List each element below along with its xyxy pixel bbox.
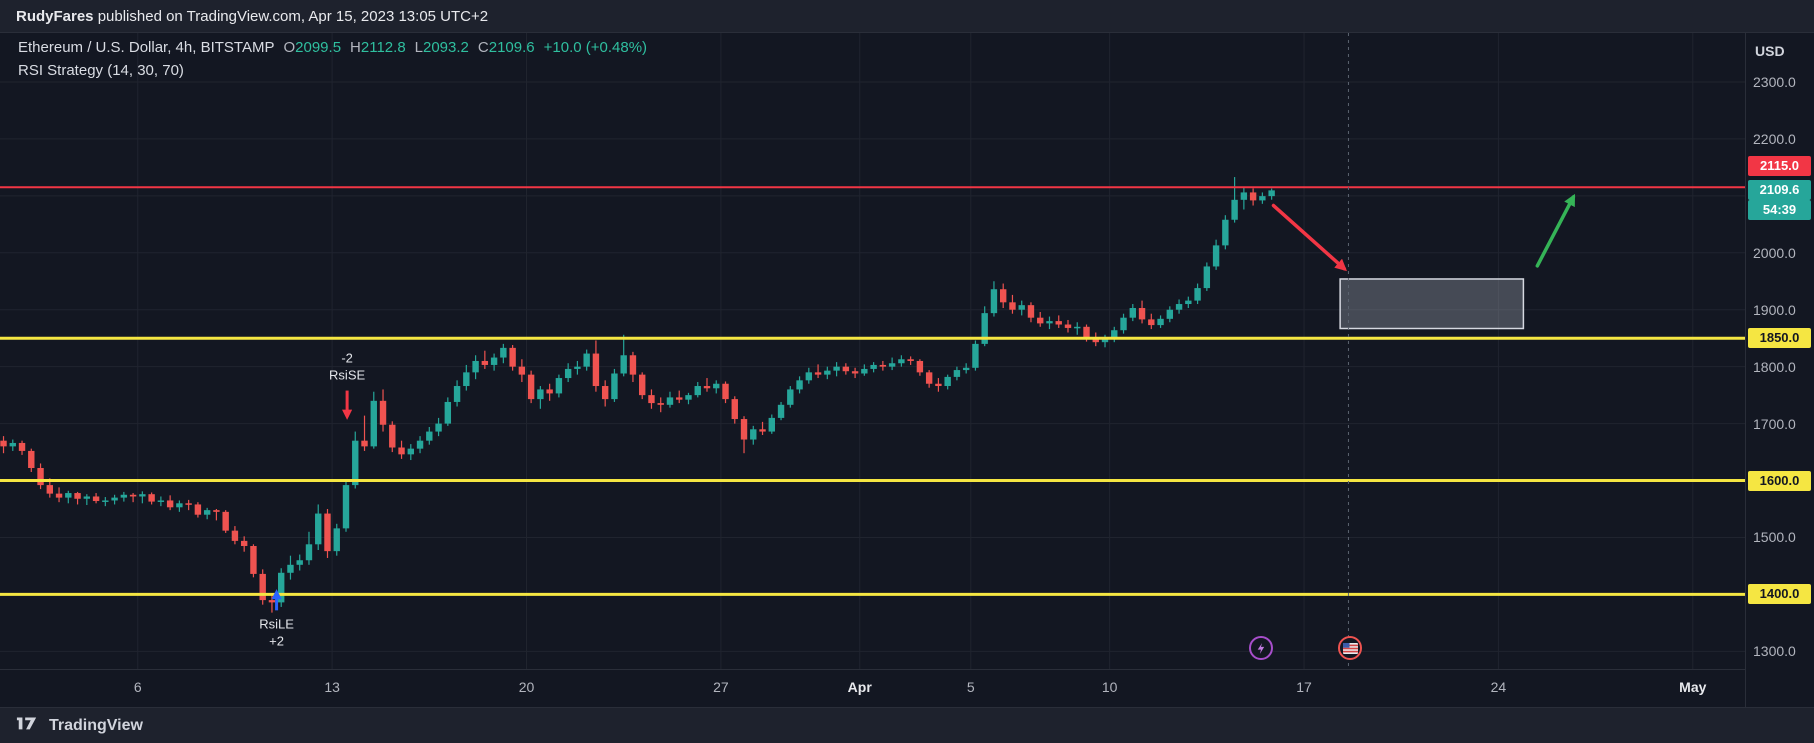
candles-series	[0, 177, 1275, 613]
ohlc-value: 2093.2	[423, 39, 469, 56]
price-badge: 2115.0	[1748, 156, 1811, 177]
price-badge: 1600.0	[1748, 470, 1811, 491]
price-badge: 1400.0	[1748, 584, 1811, 605]
red-down-arrow[interactable]	[1271, 203, 1347, 272]
green-up-arrow[interactable]	[1535, 193, 1576, 268]
change-value: +10.0 (+0.48%)	[543, 39, 648, 56]
price-axis[interactable]: USD 2300.0 2200.0 2000.0 1900.0 1800.0 1700.0…	[1745, 33, 1814, 707]
target-zone-box[interactable]	[1339, 278, 1525, 330]
publish-author: RudyFares	[16, 7, 94, 25]
ohlc-value: 2099.5	[295, 39, 342, 56]
price-axis-label: 2300.0	[1753, 73, 1796, 90]
horizontal-price-lines[interactable]	[0, 186, 1745, 596]
indicator-label[interactable]: RSI Strategy (14, 30, 70)	[18, 62, 184, 79]
time-axis-label: 24	[1490, 679, 1507, 695]
price-axis-label: 1300.0	[1753, 643, 1796, 660]
grid-lines	[0, 33, 1745, 669]
idea-event-icon[interactable]	[1249, 636, 1274, 660]
countdown-badge: 54:39	[1748, 200, 1811, 221]
ohlc-value: 2109.6	[488, 39, 535, 56]
long-entry-label: RsiLE	[259, 616, 294, 631]
tradingview-wordmark[interactable]: TradingView	[49, 716, 143, 734]
time-axis-label: 6	[133, 679, 142, 695]
time-axis-label: 17	[1296, 679, 1312, 695]
price-badge: 1850.0	[1748, 328, 1811, 349]
long-entry-label: +2	[269, 633, 284, 648]
currency-label: USD	[1755, 43, 1785, 59]
tradingview-logo-icon[interactable]	[14, 712, 40, 739]
short-entry-label: RsiSE	[329, 368, 365, 383]
price-badge: 2109.6	[1748, 180, 1811, 201]
time-axis-label: Apr	[847, 679, 872, 695]
ohlc-key: C	[477, 39, 489, 56]
time-axis[interactable]: 6 13 20 27 Apr 5 10 17 24 May	[0, 669, 1745, 707]
time-axis-label: 5	[966, 679, 975, 695]
publish-bar: RudyFares published on TradingView.com, …	[0, 0, 1814, 33]
price-axis-label: 1900.0	[1753, 301, 1796, 318]
time-axis-label: 10	[1101, 679, 1118, 695]
chart-pane[interactable]: RsiLE +2 -2 RsiSE Ethereum / U.S. Dollar, 4…	[0, 33, 1745, 669]
symbol-title[interactable]: Ethereum / U.S. Dollar, 4h, BITSTAMP	[18, 39, 275, 56]
ohlc-key: L	[414, 39, 423, 56]
ohlc-values: O2099.5 H2112.8 L2093.2 C2109.6	[274, 39, 534, 56]
price-axis-label: 2000.0	[1753, 244, 1796, 261]
ohlc-key: O	[283, 39, 296, 56]
time-axis-label: 13	[324, 679, 340, 695]
ohlc-key: H	[350, 39, 361, 56]
candlestick-chart[interactable]: RsiLE +2 -2 RsiSE	[0, 33, 1745, 669]
price-axis-label: 1800.0	[1753, 358, 1796, 375]
short-entry-label: -2	[341, 351, 353, 366]
time-axis-label: 20	[518, 679, 535, 695]
publish-text: published on TradingView.com, Apr 15, 20…	[93, 7, 489, 25]
legend: Ethereum / U.S. Dollar, 4h, BITSTAMP O209…	[18, 39, 647, 79]
ohlc-value: 2112.8	[360, 39, 406, 56]
price-axis-label: 1500.0	[1753, 529, 1796, 546]
price-axis-label: 2200.0	[1753, 130, 1796, 147]
economic-event-icon[interactable]	[1338, 636, 1363, 660]
time-axis-label: May	[1679, 679, 1707, 695]
footer-bar: TradingView	[0, 707, 1814, 743]
time-axis-label: 27	[713, 679, 729, 695]
price-axis-label: 1700.0	[1753, 415, 1796, 432]
